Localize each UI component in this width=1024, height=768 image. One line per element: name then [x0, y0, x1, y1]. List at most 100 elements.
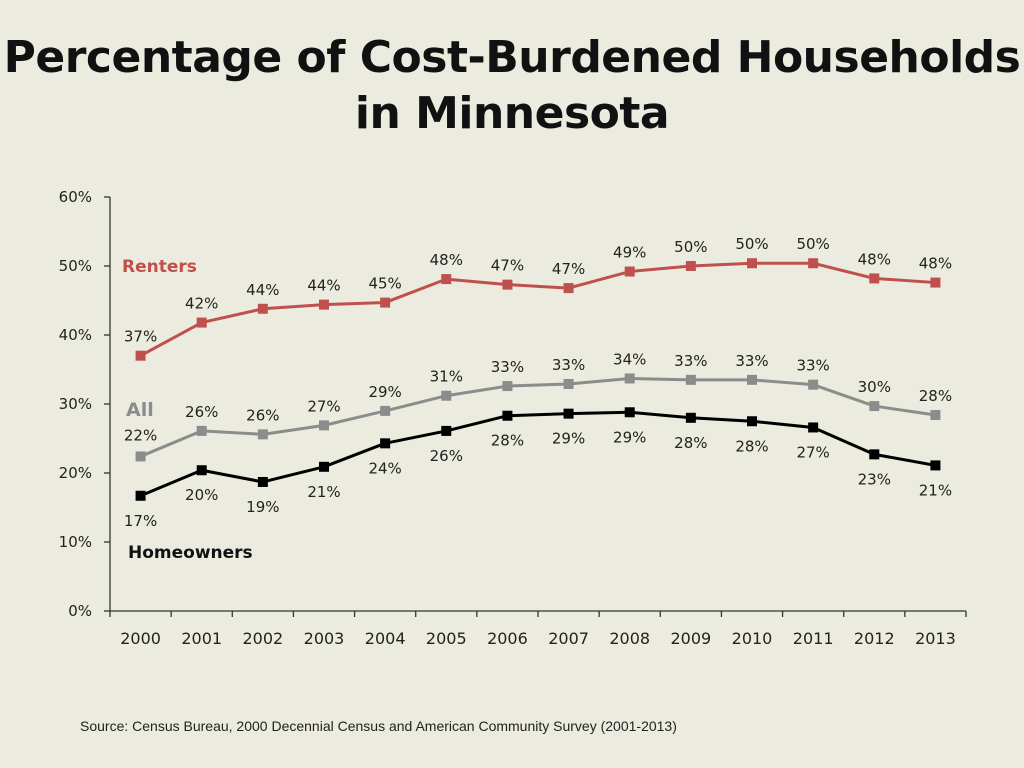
chart-data-labels: 37% 42% 44% 44% 45% 48% 47% 47% 49% 50% 50% 50% 48% 4… [124, 235, 952, 530]
data-point-homeowners [196, 465, 207, 476]
x-tick-label: 2012 [854, 629, 895, 648]
data-label-all: 22% [124, 426, 157, 444]
data-label-all: 33% [491, 358, 524, 376]
y-tick-label: 50% [59, 257, 92, 275]
data-point-all [869, 401, 880, 412]
data-point-renters [441, 274, 452, 285]
x-tick-label: 2010 [732, 629, 773, 648]
data-label-all: 26% [246, 406, 279, 424]
data-label-renters: 37% [124, 328, 157, 346]
data-point-homeowners [563, 408, 574, 419]
data-point-all [319, 420, 329, 431]
data-label-homeowners: 28% [491, 432, 524, 450]
title-line-1: Percentage of Cost-Burdened Households [3, 32, 1021, 83]
data-label-homeowners: 21% [919, 481, 952, 499]
data-label-homeowners: 26% [430, 447, 463, 465]
series-name-renters: Renters [122, 257, 197, 277]
chart-axes: 0% 10% 20% 30% 40% 50% 60% 2000 2001 2002 2003 2004… [59, 188, 967, 648]
data-label-all: 27% [307, 397, 340, 415]
data-point-all [930, 410, 941, 421]
x-tick-label: 2013 [915, 629, 956, 648]
x-tick-label: 2006 [487, 629, 528, 648]
data-label-renters: 44% [307, 277, 340, 295]
data-point-renters [196, 317, 207, 328]
data-label-all: 33% [674, 352, 707, 370]
data-point-all [441, 390, 452, 401]
data-label-all: 29% [368, 383, 401, 401]
data-label-renters: 44% [246, 281, 279, 299]
data-label-homeowners: 28% [674, 434, 707, 452]
data-label-all: 28% [919, 387, 952, 405]
data-point-renters [869, 273, 880, 284]
x-tick-label: 2003 [304, 629, 345, 648]
data-label-renters: 50% [796, 235, 829, 253]
chart-series-names: Renters All Homeowners [122, 257, 253, 563]
data-label-renters: 47% [552, 260, 585, 278]
slide-title: Percentage of Cost-Burdened Households i… [0, 30, 1024, 142]
data-point-renters [257, 303, 268, 314]
data-point-renters [135, 350, 146, 361]
y-tick-label: 10% [59, 533, 92, 551]
x-tick-label: 2009 [670, 629, 711, 648]
data-label-all: 34% [613, 350, 646, 368]
y-tick-label: 0% [68, 602, 92, 620]
data-point-homeowners [135, 490, 146, 501]
data-point-renters [808, 258, 819, 269]
data-point-renters [563, 283, 574, 294]
data-label-renters: 50% [735, 235, 768, 253]
y-tick-label: 60% [59, 188, 92, 206]
data-point-renters [319, 299, 329, 310]
x-tick-label: 2001 [181, 629, 222, 648]
data-point-all [196, 425, 207, 436]
data-label-homeowners: 28% [735, 437, 768, 455]
x-tick-label: 2000 [120, 629, 161, 648]
series-name-all: All [126, 399, 154, 421]
series-line-homeowners [139, 410, 936, 498]
data-point-all [563, 378, 574, 389]
series-line-all [139, 376, 936, 458]
data-point-renters [502, 279, 513, 290]
data-label-homeowners: 20% [185, 486, 218, 504]
data-point-all [502, 381, 513, 392]
data-label-homeowners: 27% [796, 443, 829, 461]
data-label-renters: 48% [858, 250, 891, 268]
data-label-renters: 45% [368, 275, 401, 293]
data-label-renters: 50% [674, 238, 707, 256]
y-tick-label: 20% [59, 464, 92, 482]
data-point-all [808, 379, 819, 390]
data-point-renters [624, 266, 635, 277]
x-tick-label: 2011 [793, 629, 834, 648]
x-tick-label: 2008 [609, 629, 650, 648]
data-label-homeowners: 17% [124, 512, 157, 530]
data-point-homeowners [502, 410, 513, 421]
series-name-homeowners: Homeowners [128, 543, 253, 563]
data-label-all: 31% [430, 368, 463, 386]
data-label-all: 33% [796, 357, 829, 375]
data-point-homeowners [685, 412, 696, 423]
data-label-homeowners: 29% [613, 428, 646, 446]
x-tick-label: 2004 [365, 629, 406, 648]
chart-series [135, 258, 941, 501]
x-tick-label: 2007 [548, 629, 589, 648]
data-point-all [135, 451, 146, 462]
data-point-renters [747, 258, 757, 269]
data-point-homeowners [624, 407, 635, 418]
data-label-renters: 47% [491, 257, 524, 275]
data-label-all: 30% [858, 378, 891, 396]
data-point-renters [380, 297, 391, 308]
series-line-renters [139, 261, 936, 358]
data-point-homeowners [441, 425, 452, 436]
data-point-all [380, 405, 391, 416]
data-label-all: 26% [185, 403, 218, 421]
data-point-all [257, 429, 268, 440]
data-point-all [624, 373, 635, 384]
y-tick-label: 30% [59, 395, 92, 413]
data-label-renters: 49% [613, 244, 646, 262]
data-label-renters: 42% [185, 295, 218, 313]
data-point-homeowners [869, 449, 880, 460]
y-tick-label: 40% [59, 326, 92, 344]
data-point-homeowners [808, 422, 819, 433]
data-point-homeowners [380, 438, 391, 449]
x-tick-label: 2002 [242, 629, 283, 648]
data-label-homeowners: 19% [246, 498, 279, 516]
